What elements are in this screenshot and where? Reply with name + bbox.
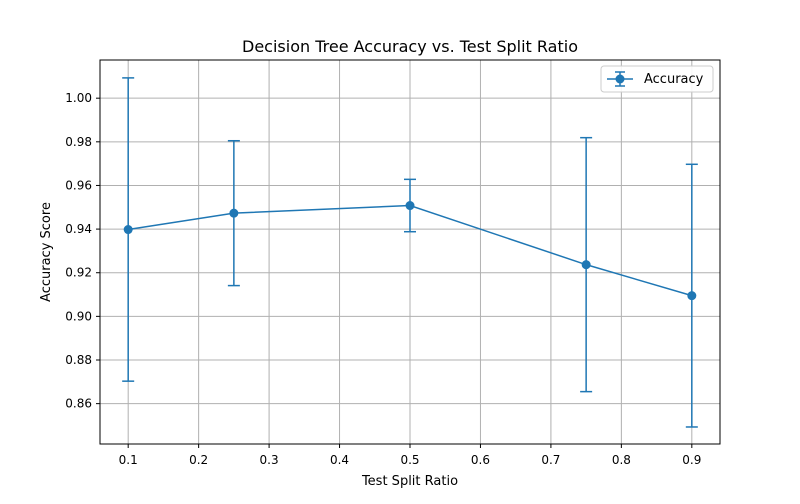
data-point-4 bbox=[687, 291, 697, 301]
series-layer bbox=[122, 77, 698, 428]
data-point-1 bbox=[229, 208, 239, 218]
x-tick-label-2: 0.3 bbox=[260, 453, 279, 467]
y-tick-label-3: 0.92 bbox=[65, 266, 92, 280]
y-tick-label-4: 0.94 bbox=[65, 222, 92, 236]
y-tick-label-5: 0.96 bbox=[65, 178, 92, 192]
x-axis-label: Test Split Ratio bbox=[361, 474, 458, 489]
x-tick-label-5: 0.6 bbox=[471, 453, 490, 467]
y-tick-label-6: 0.98 bbox=[65, 135, 92, 149]
x-tick-label-4: 0.5 bbox=[400, 453, 419, 467]
legend-box bbox=[600, 65, 714, 93]
y-tick-label-2: 0.90 bbox=[65, 309, 92, 323]
legend: Accuracy bbox=[600, 65, 714, 93]
x-tick-label-8: 0.9 bbox=[682, 453, 701, 467]
y-tick-label-1: 0.88 bbox=[65, 353, 92, 367]
legend-label-accuracy: Accuracy bbox=[644, 72, 704, 87]
legend-point-marker bbox=[615, 74, 625, 84]
data-point-0 bbox=[123, 225, 133, 235]
data-point-3 bbox=[581, 260, 591, 270]
y-tick-label-0: 0.86 bbox=[65, 397, 92, 411]
chart-title: Decision Tree Accuracy vs. Test Split Ra… bbox=[242, 37, 578, 56]
x-tick-label-7: 0.8 bbox=[612, 453, 631, 467]
x-tick-label-1: 0.2 bbox=[189, 453, 208, 467]
x-tick-label-0: 0.1 bbox=[119, 453, 138, 467]
y-tick-label-7: 1.00 bbox=[65, 91, 92, 105]
y-axis-label: Accuracy Score bbox=[39, 202, 54, 302]
ticks: 0.1 0.2 0.3 0.4 0.5 0.6 0.7 0.8 0.9 0.86 0.88 0.90 0… bbox=[65, 91, 701, 467]
x-tick-label-6: 0.7 bbox=[541, 453, 560, 467]
x-tick-label-3: 0.4 bbox=[330, 453, 349, 467]
data-point-2 bbox=[405, 201, 415, 211]
